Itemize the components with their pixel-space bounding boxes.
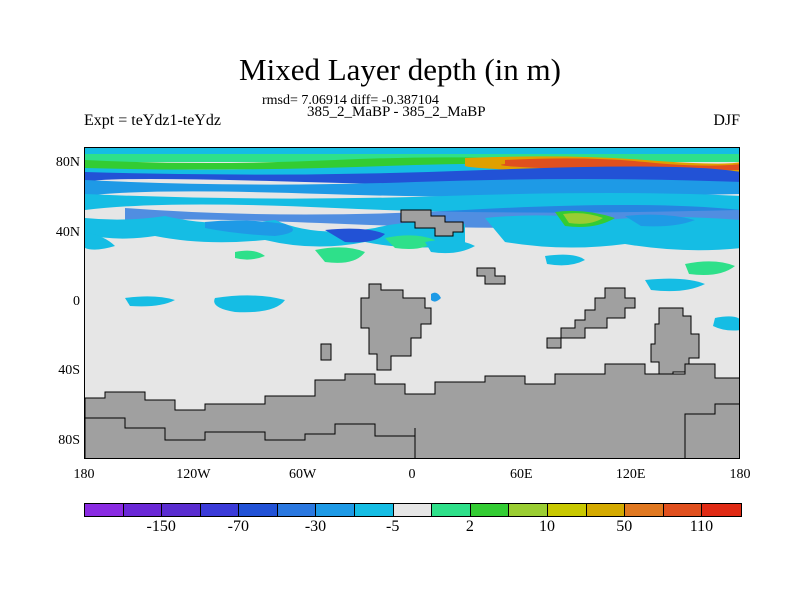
colorbar-swatch bbox=[702, 504, 741, 516]
colorbar-label: -150 bbox=[146, 518, 176, 535]
colorbar-swatch bbox=[316, 504, 356, 516]
colorbar-swatch bbox=[547, 504, 587, 516]
colorbar-swatch bbox=[355, 504, 394, 516]
lon-tick-label: 60W bbox=[289, 467, 317, 482]
colorbar-swatch bbox=[393, 504, 433, 516]
colorbar bbox=[84, 503, 742, 517]
colorbar-swatch bbox=[432, 504, 471, 516]
experiment-label: Expt = teYdz1-teYdz bbox=[84, 112, 221, 129]
colorbar-swatch bbox=[277, 504, 317, 516]
lat-tick-label: 40N bbox=[55, 224, 80, 240]
colorbar-swatch bbox=[239, 504, 278, 516]
land-mask-layer bbox=[85, 209, 739, 458]
lon-tick-label: 180 bbox=[729, 467, 751, 482]
colorbar-label: -5 bbox=[386, 518, 400, 535]
ocean-anomaly-layer bbox=[85, 148, 739, 331]
colorbar-swatch bbox=[586, 504, 626, 516]
colorbar-label: 110 bbox=[689, 518, 714, 535]
colorbar-label: -70 bbox=[227, 518, 250, 535]
experiment-runs: 385_2_MaBP - 385_2_MaBP bbox=[307, 104, 486, 120]
colorbar-swatch bbox=[85, 504, 124, 516]
colorbar-swatch bbox=[162, 504, 201, 516]
colorbar-label: -30 bbox=[304, 518, 327, 535]
lat-tick-label: 80S bbox=[58, 432, 80, 448]
colorbar-swatch bbox=[470, 504, 510, 516]
colorbar-swatch bbox=[200, 504, 240, 516]
colorbar-label: 10 bbox=[539, 518, 556, 535]
lat-tick-label: 40S bbox=[58, 363, 80, 379]
lon-tick-label: 0 bbox=[408, 467, 416, 482]
map-panel bbox=[84, 147, 740, 459]
lat-tick-label: 0 bbox=[73, 294, 80, 309]
colorbar-swatch bbox=[123, 504, 163, 516]
colorbar-swatch bbox=[509, 504, 548, 516]
colorbar-swatch bbox=[663, 504, 703, 516]
lon-tick-label: 60E bbox=[510, 467, 533, 482]
lat-tick-label: 80N bbox=[55, 155, 80, 171]
colorbar-label: 2 bbox=[465, 518, 474, 535]
map-title: Mixed Layer depth (in m) bbox=[239, 52, 561, 87]
season-label: DJF bbox=[713, 112, 740, 129]
colorbar-label: 50 bbox=[616, 518, 633, 535]
lon-tick-label: 120W bbox=[176, 467, 211, 482]
colorbar-swatch bbox=[625, 504, 664, 516]
lon-tick-label: 120E bbox=[615, 467, 646, 482]
lon-tick-label: 180 bbox=[73, 467, 95, 482]
rmsd-diff-stats: rmsd= 7.06914 diff= -0.387104 bbox=[262, 93, 439, 108]
